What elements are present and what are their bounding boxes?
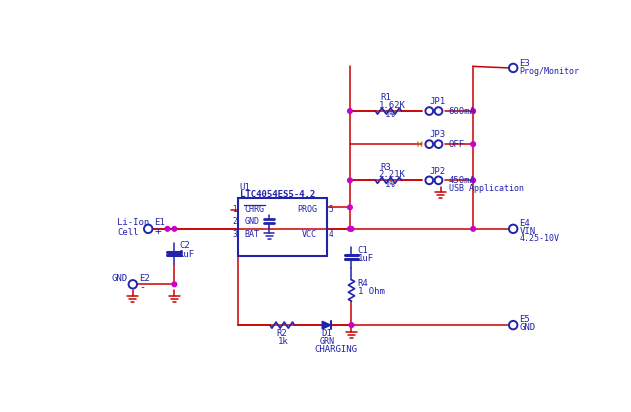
Text: 600mA: 600mA — [449, 107, 475, 115]
Text: GND: GND — [244, 217, 259, 226]
Text: ×: × — [415, 138, 422, 151]
Text: C1: C1 — [358, 246, 369, 255]
Circle shape — [129, 280, 137, 288]
Circle shape — [435, 176, 442, 184]
Text: R4: R4 — [358, 279, 369, 288]
Text: R2: R2 — [276, 329, 286, 338]
Text: 1.62K: 1.62K — [379, 101, 405, 110]
Text: 2.21K: 2.21K — [379, 171, 405, 180]
Text: CHRG: CHRG — [244, 205, 264, 214]
Circle shape — [348, 178, 352, 183]
Circle shape — [425, 176, 433, 184]
Circle shape — [172, 227, 177, 231]
Text: VIN: VIN — [519, 227, 536, 236]
Text: 4: 4 — [328, 230, 333, 239]
Text: Cell: Cell — [117, 228, 139, 237]
Text: JP2: JP2 — [429, 166, 445, 176]
Text: OFF: OFF — [449, 140, 464, 149]
Text: 1 Ohm: 1 Ohm — [358, 288, 384, 297]
Text: 1%: 1% — [385, 180, 396, 189]
Text: Li-Ion: Li-Ion — [117, 218, 150, 227]
Circle shape — [509, 225, 517, 233]
Text: 1uF: 1uF — [358, 254, 374, 262]
Text: GND: GND — [519, 323, 536, 332]
Circle shape — [471, 227, 476, 231]
Circle shape — [425, 107, 433, 115]
Text: E4: E4 — [519, 219, 530, 228]
Text: 1%: 1% — [385, 110, 396, 119]
Text: -: - — [139, 281, 145, 292]
Circle shape — [425, 140, 433, 148]
Text: 5: 5 — [328, 205, 333, 214]
Circle shape — [435, 107, 442, 115]
Text: D1: D1 — [321, 329, 332, 338]
Text: GND: GND — [111, 274, 127, 283]
Circle shape — [471, 142, 476, 146]
Text: 1: 1 — [232, 205, 237, 214]
Text: VCC: VCC — [302, 230, 317, 239]
Circle shape — [435, 140, 442, 148]
Circle shape — [348, 109, 352, 113]
Text: U1: U1 — [240, 183, 251, 192]
Polygon shape — [322, 321, 331, 329]
Text: E5: E5 — [519, 315, 530, 324]
Circle shape — [144, 225, 153, 233]
Text: E3: E3 — [519, 59, 530, 68]
Circle shape — [349, 323, 354, 328]
Circle shape — [165, 227, 170, 231]
Text: LTC4054ES5-4.2: LTC4054ES5-4.2 — [240, 190, 315, 199]
Circle shape — [509, 64, 517, 72]
Bar — [239, 198, 327, 256]
Circle shape — [471, 178, 476, 183]
Text: R3: R3 — [380, 163, 391, 172]
Text: E2: E2 — [139, 274, 150, 283]
Circle shape — [349, 227, 354, 231]
Text: CHARGING: CHARGING — [314, 345, 358, 354]
Text: GRN: GRN — [320, 337, 335, 346]
Text: R1: R1 — [380, 94, 391, 103]
Text: 3: 3 — [232, 230, 237, 239]
Circle shape — [172, 282, 177, 287]
Text: +: + — [155, 226, 161, 236]
Text: JP1: JP1 — [429, 97, 445, 106]
Circle shape — [348, 227, 352, 231]
Circle shape — [471, 109, 476, 113]
Text: 2: 2 — [232, 217, 237, 226]
Text: 4.25-10V: 4.25-10V — [519, 234, 559, 243]
Text: USB Application: USB Application — [449, 184, 524, 193]
Circle shape — [348, 205, 352, 210]
Text: 450mA: 450mA — [449, 176, 475, 185]
Text: C2: C2 — [179, 241, 190, 250]
Text: E1: E1 — [155, 218, 165, 227]
Text: 1uF: 1uF — [179, 250, 195, 259]
Text: PROG: PROG — [298, 205, 317, 214]
Text: 1k: 1k — [278, 337, 289, 346]
Text: Prog/Monitor: Prog/Monitor — [519, 67, 579, 76]
Text: BAT: BAT — [244, 230, 259, 239]
Text: JP3: JP3 — [429, 131, 445, 139]
Circle shape — [509, 321, 517, 329]
